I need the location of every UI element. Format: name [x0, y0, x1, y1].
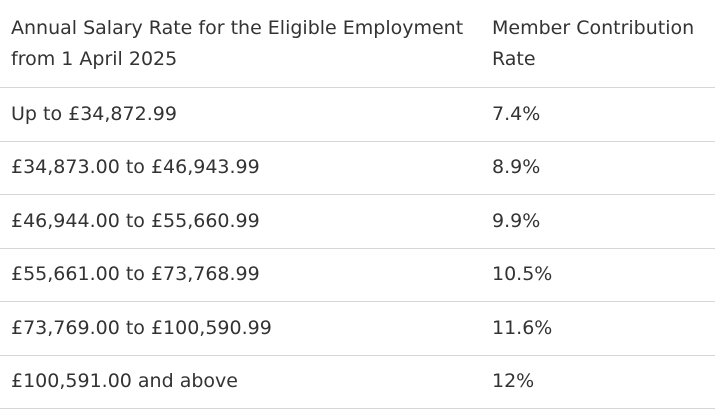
table-row: £55,661.00 to £73,768.99 10.5%: [0, 248, 715, 302]
salary-band-cell: £34,873.00 to £46,943.99: [0, 141, 481, 195]
salary-band-cell: £73,769.00 to £100,590.99: [0, 301, 481, 356]
contribution-rates-table: Annual Salary Rate for the Eligible Empl…: [0, 0, 715, 409]
contribution-rate-cell: 12%: [481, 355, 715, 409]
table-row: £34,873.00 to £46,943.99 8.9%: [0, 141, 715, 195]
table-row: £73,769.00 to £100,590.99 11.6%: [0, 301, 715, 356]
salary-band-cell: £46,944.00 to £55,660.99: [0, 194, 481, 249]
table-row: Up to £34,872.99 7.4%: [0, 87, 715, 142]
salary-band-cell: Up to £34,872.99: [0, 87, 481, 142]
table-row: £46,944.00 to £55,660.99 9.9%: [0, 194, 715, 249]
salary-column-header: Annual Salary Rate for the Eligible Empl…: [0, 0, 481, 88]
contribution-rate-cell: 8.9%: [481, 141, 715, 195]
contribution-rate-cell: 10.5%: [481, 248, 715, 302]
contribution-rate-cell: 11.6%: [481, 301, 715, 356]
table-header-row: Annual Salary Rate for the Eligible Empl…: [0, 0, 715, 88]
salary-band-cell: £100,591.00 and above: [0, 355, 481, 409]
contribution-rate-cell: 9.9%: [481, 194, 715, 249]
rate-column-header: Member Contribution Rate: [481, 0, 715, 88]
contribution-rate-cell: 7.4%: [481, 87, 715, 142]
salary-band-cell: £55,661.00 to £73,768.99: [0, 248, 481, 302]
table-row: £100,591.00 and above 12%: [0, 355, 715, 409]
